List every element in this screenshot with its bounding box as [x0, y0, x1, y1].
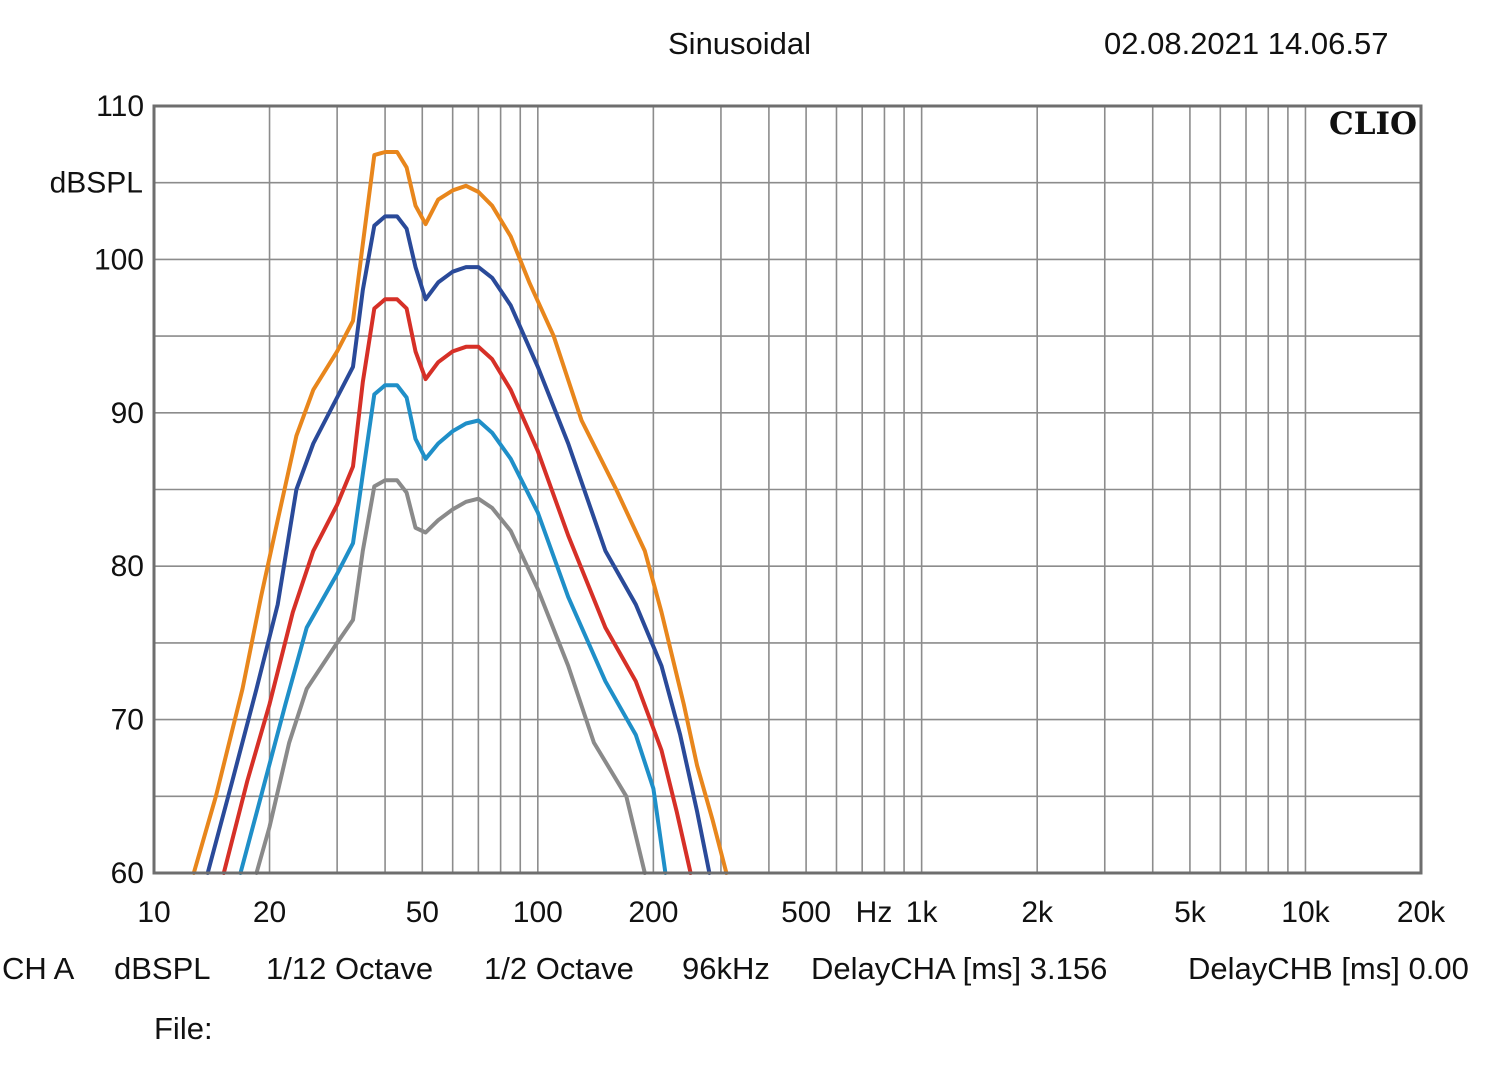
x-tick-label: 20: [253, 896, 286, 929]
response-curve-1: [191, 150, 729, 875]
chart-title: Sinusoidal: [668, 26, 812, 61]
delay-cha-label: DelayCHA [ms] 3.156: [811, 951, 1108, 986]
curves: [191, 150, 729, 875]
x-tick-label: 100: [513, 896, 563, 929]
y-tick-labels: 110 100 90 80 70 60: [94, 90, 144, 890]
x-tick-label: 1k: [906, 896, 939, 929]
channel-label: CH A: [2, 951, 75, 986]
y-tick-label: 110: [96, 90, 144, 123]
response-curve-5: [254, 478, 647, 875]
x-tick-label: 10: [137, 896, 170, 929]
smoothing-label: 1/12 Octave: [266, 951, 434, 986]
response-curve-4: [238, 383, 668, 875]
y-tick-label: 60: [111, 857, 144, 890]
file-label: File:: [154, 1011, 213, 1046]
x-tick-label: 500: [781, 896, 831, 929]
y-axis-label: dBSPL: [50, 167, 143, 200]
x-tick-label: 50: [406, 896, 439, 929]
clio-logo: CLIO: [1329, 106, 1417, 142]
plot-frame: [152, 104, 1423, 875]
x-tick-label: 5k: [1174, 896, 1207, 929]
y-tick-label: 90: [111, 397, 144, 430]
y-tick-label: 80: [111, 550, 144, 583]
response-curve-3: [221, 297, 693, 875]
x-tick-label: 20k: [1397, 896, 1446, 929]
timestamp: 02.08.2021 14.06.57: [1104, 26, 1389, 61]
response-curve-2: [205, 214, 712, 875]
x-axis-label: Hz: [856, 896, 893, 929]
y-tick-label: 100: [94, 243, 144, 276]
x-tick-labels: 10 20 50 100 200 500 1k 2k 5k 10k 20k: [137, 896, 1446, 929]
x-tick-label: 10k: [1281, 896, 1330, 929]
x-tick-label: 2k: [1021, 896, 1054, 929]
grid: [154, 106, 1421, 873]
delay-chb-label: DelayCHB [ms] 0.00: [1188, 951, 1469, 986]
y-tick-label: 70: [111, 704, 144, 737]
sample-rate-label: 96kHz: [682, 951, 770, 986]
unit-label: dBSPL: [114, 951, 211, 986]
resolution-label: 1/2 Octave: [484, 951, 634, 986]
x-tick-label: 200: [628, 896, 678, 929]
